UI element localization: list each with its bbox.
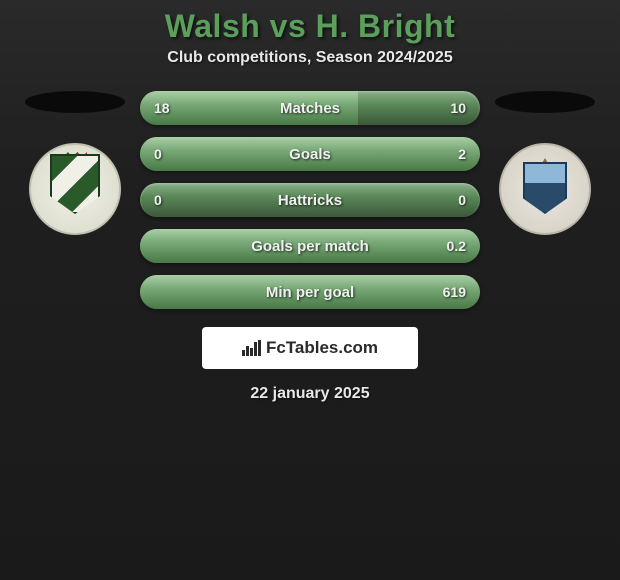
stat-right-value: 2 bbox=[458, 146, 466, 162]
crest-right-graphic bbox=[515, 154, 575, 224]
stat-label: Goals per match bbox=[251, 238, 369, 255]
crest-left-graphic bbox=[45, 154, 105, 224]
team-left bbox=[20, 91, 130, 235]
stat-left-value: 18 bbox=[154, 100, 170, 116]
stat-right-value: 619 bbox=[443, 284, 466, 300]
stat-row-matches: 18 Matches 10 bbox=[140, 91, 480, 125]
shadow-oval-left bbox=[25, 91, 125, 113]
crest-right bbox=[499, 143, 591, 235]
stat-label: Min per goal bbox=[266, 284, 354, 301]
comparison-card: Walsh vs H. Bright Club competitions, Se… bbox=[0, 0, 620, 411]
page-title: Walsh vs H. Bright bbox=[165, 8, 456, 45]
stats-column: 18 Matches 10 0 Goals 2 0 Hattricks 0 Go… bbox=[140, 91, 480, 309]
stat-label: Hattricks bbox=[278, 192, 342, 209]
content-row: 18 Matches 10 0 Goals 2 0 Hattricks 0 Go… bbox=[0, 91, 620, 309]
stat-right-value: 0 bbox=[458, 192, 466, 208]
crest-left bbox=[29, 143, 121, 235]
stat-left-value: 0 bbox=[154, 146, 162, 162]
shadow-oval-right bbox=[495, 91, 595, 113]
brand-box[interactable]: FcTables.com bbox=[202, 327, 418, 369]
stat-label: Goals bbox=[289, 146, 331, 163]
date-text: 22 january 2025 bbox=[250, 385, 369, 403]
stat-row-hattricks: 0 Hattricks 0 bbox=[140, 183, 480, 217]
stat-row-gpm: Goals per match 0.2 bbox=[140, 229, 480, 263]
stat-label: Matches bbox=[280, 100, 340, 117]
chart-icon bbox=[242, 340, 262, 356]
stat-left-value: 0 bbox=[154, 192, 162, 208]
stat-row-mpg: Min per goal 619 bbox=[140, 275, 480, 309]
brand-text: FcTables.com bbox=[266, 338, 378, 358]
team-right bbox=[490, 91, 600, 235]
stat-row-goals: 0 Goals 2 bbox=[140, 137, 480, 171]
stat-right-value: 10 bbox=[450, 100, 466, 116]
subtitle: Club competitions, Season 2024/2025 bbox=[167, 49, 452, 67]
stat-right-value: 0.2 bbox=[447, 238, 466, 254]
